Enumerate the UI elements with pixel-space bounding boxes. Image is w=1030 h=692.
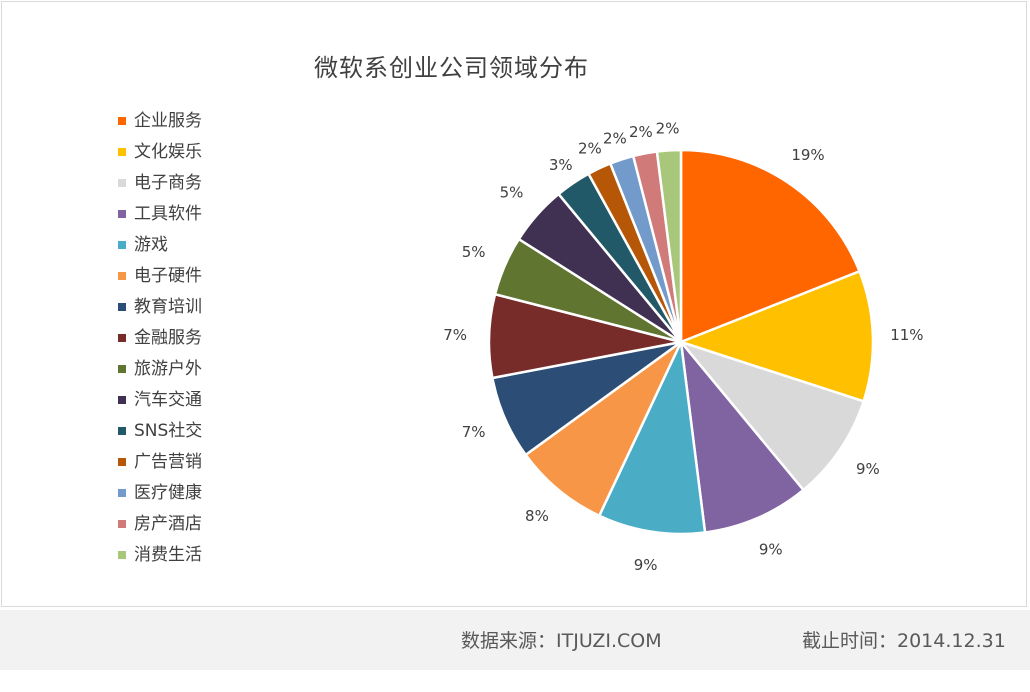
legend-swatch: [118, 272, 126, 280]
legend-swatch: [118, 117, 126, 125]
legend-swatch: [118, 210, 126, 218]
legend-swatch: [118, 365, 126, 373]
legend-swatch: [118, 179, 126, 187]
legend-label: 电子硬件: [134, 266, 202, 286]
pie-slice: [679, 337, 806, 534]
legend-label: 消费生活: [134, 545, 202, 565]
legend-swatch: [118, 334, 126, 342]
data-source-text: 数据来源：ITJUZI.COM: [461, 630, 662, 652]
pie-data-label: 2%: [603, 129, 627, 147]
footer-bar: 数据来源：ITJUZI.COM 截止时间：2014.12.31: [0, 610, 1030, 670]
legend-label: 教育培训: [134, 297, 202, 317]
chart-title: 微软系创业公司领域分布: [314, 54, 589, 82]
legend-label: 金融服务: [134, 328, 202, 348]
pie-slice: [655, 148, 683, 343]
pie-data-label: 2%: [629, 123, 653, 141]
legend-label: 广告营销: [134, 452, 202, 472]
legend-swatch: [118, 241, 126, 249]
legend-swatch: [118, 458, 126, 466]
pie-data-label: 19%: [791, 146, 824, 164]
legend-label: 房产酒店: [134, 514, 202, 534]
legend-swatch: [118, 396, 126, 404]
pie-slice: [677, 269, 875, 403]
pie-data-label: 5%: [500, 184, 524, 202]
pie-data-label: 2%: [656, 119, 680, 137]
legend-swatch: [118, 489, 126, 497]
pie-data-label: 9%: [856, 460, 880, 478]
pie-data-label: 2%: [578, 139, 602, 157]
legend-label: 旅游户外: [134, 359, 202, 379]
pie-data-label: 7%: [462, 423, 486, 441]
legend-swatch: [118, 427, 126, 435]
pie-slice: [679, 148, 862, 344]
legend-swatch: [118, 148, 126, 156]
chart-frame: 微软系创业公司领域分布 企业服务文化娱乐电子商务工具软件游戏电子硬件教育培训金融…: [1, 1, 1027, 607]
legend-swatch: [118, 303, 126, 311]
legend-label: 医疗健康: [134, 483, 202, 503]
pie-data-label: 9%: [634, 556, 658, 574]
pie-slice: [597, 337, 707, 536]
pie-data-label: 9%: [759, 540, 783, 558]
pie-data-label: 7%: [443, 326, 467, 344]
legend-label: 汽车交通: [134, 390, 202, 410]
pie-data-label: 11%: [890, 326, 923, 344]
pie-data-label: 3%: [549, 156, 573, 174]
pie-data-label: 5%: [462, 243, 486, 261]
legend-swatch: [118, 551, 126, 559]
legend-swatch: [118, 520, 126, 528]
pie-slice: [523, 340, 683, 518]
legend-label: 工具软件: [134, 204, 202, 224]
pie-data-label: 8%: [525, 507, 549, 525]
legend-label: SNS社交: [134, 421, 203, 441]
pie-slice: [677, 339, 866, 492]
legend-label: 企业服务: [134, 111, 202, 131]
pie-chart: 19%11%9%9%9%8%7%7%5%5%3%2%2% 2% 2%: [443, 119, 923, 574]
cutoff-date-text: 截止时间：2014.12.31: [802, 630, 1006, 652]
legend-label: 电子商务: [134, 173, 202, 193]
legend-label: 文化娱乐: [134, 142, 202, 162]
legend-label: 游戏: [134, 235, 168, 255]
